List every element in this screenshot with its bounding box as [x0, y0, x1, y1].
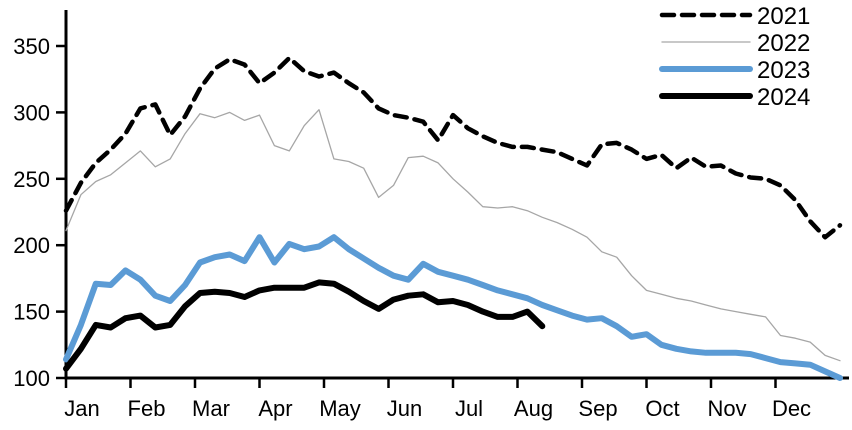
x-tick-label: Sep [578, 396, 617, 421]
y-tick-label: 200 [13, 233, 50, 258]
legend-label-2023: 2023 [757, 57, 810, 84]
y-tick-label: 350 [13, 34, 50, 59]
legend-label-2024: 2024 [757, 84, 810, 111]
series-line-2021 [63, 55, 843, 240]
x-tick-label: Jan [64, 396, 99, 421]
x-tick-label: Feb [128, 396, 166, 421]
x-tick-label: Jun [387, 396, 422, 421]
y-tick-label: 250 [13, 167, 50, 192]
plot-series [63, 55, 843, 381]
x-tick-label: Jul [455, 396, 483, 421]
y-tick-label: 100 [13, 366, 50, 391]
axis-spines [64, 10, 849, 380]
y-tick-label: 300 [13, 100, 50, 125]
series-line-2023 [63, 234, 843, 381]
series-line-2022 [65, 109, 841, 362]
x-tick-label: Aug [514, 396, 553, 421]
x-tick-label: Nov [707, 396, 746, 421]
x-tick-label: Dec [772, 396, 811, 421]
legend-label-2021: 2021 [757, 3, 810, 30]
y-tick-label: 150 [13, 300, 50, 325]
x-tick-label: May [319, 396, 361, 421]
x-tick-label: Oct [645, 396, 679, 421]
legend-label-2022: 2022 [757, 30, 810, 57]
x-tick-label: Apr [258, 396, 292, 421]
axes: 100 150 200 250 300 350 Jan Feb Mar Apr May Jun Jul A… [13, 10, 849, 421]
x-tick-label: Mar [192, 396, 230, 421]
series-line-2024 [63, 279, 546, 372]
